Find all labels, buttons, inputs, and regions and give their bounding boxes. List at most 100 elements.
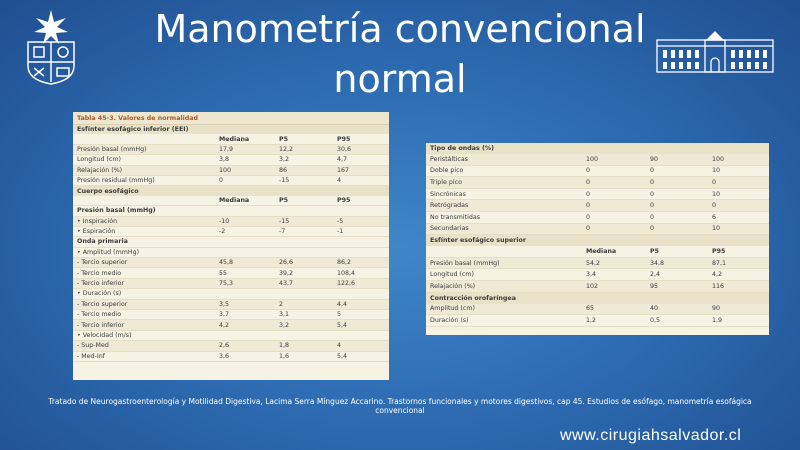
citation-line2: convencional xyxy=(375,406,425,415)
table-row: • Espiración -2 -7 -1 xyxy=(73,227,389,238)
value-cell: 95 xyxy=(650,282,659,290)
value-cell: 0 xyxy=(219,177,224,185)
row-label: - Tercio medio xyxy=(77,269,122,277)
amplitud-label: • Amplitud (mmHg) xyxy=(77,248,140,256)
value-cell: -5 xyxy=(337,217,344,225)
row-label: Duración (s) xyxy=(430,316,469,324)
value-cell: 167 xyxy=(337,166,350,174)
duracion-rows: - Tercio superior 3,5 2 4,4 - Tercio medio 3,… xyxy=(73,299,389,331)
value-cell: -1 xyxy=(337,228,344,236)
value-cell: 0 xyxy=(586,190,591,198)
value-cell: 55 xyxy=(219,269,228,277)
table-row: • Inspiración -10 -15 -5 xyxy=(73,216,389,227)
value-cell: 17,9 xyxy=(219,145,234,153)
table-row: Retrógradas 0 0 0 xyxy=(426,200,769,212)
row-label: - Sup-Med xyxy=(77,342,109,350)
row-label: - Tercio superior xyxy=(77,259,128,267)
row-label: Peristálticas xyxy=(430,155,468,163)
value-cell: 45,8 xyxy=(219,259,234,267)
body-subheader-label: Presión basal (mmHg) xyxy=(77,207,156,215)
table-row: - Tercio medio 3,7 3,1 5 xyxy=(73,310,389,321)
row-label: Presión residual (mmHg) xyxy=(77,177,155,185)
value-cell: 100 xyxy=(712,155,725,163)
header-cell: P95 xyxy=(337,135,351,143)
duracion-label-row: • Duración (s) xyxy=(73,289,389,300)
value-cell: 2,4 xyxy=(650,271,661,279)
table-row: - Tercio superior 45,8 26,6 86,2 xyxy=(73,258,389,269)
website-url: www.cirugiahsalvador.cl xyxy=(560,427,742,444)
value-cell: 2,6 xyxy=(219,342,230,350)
amplitud-label-row: • Amplitud (mmHg) xyxy=(73,248,389,259)
value-cell: 3,4 xyxy=(586,271,597,279)
value-cell: 4,4 xyxy=(337,300,348,308)
university-crest-logo xyxy=(27,10,75,85)
value-cell: 75,3 xyxy=(219,280,234,288)
value-cell: 4,2 xyxy=(712,271,723,279)
value-cell: 4 xyxy=(337,342,342,350)
value-cell: 39,2 xyxy=(279,269,294,277)
value-cell: 34,8 xyxy=(650,259,665,267)
value-cell: 43,7 xyxy=(279,280,294,288)
value-cell: 10 xyxy=(712,225,721,233)
value-cell: 0 xyxy=(586,178,591,186)
value-cell: 122,6 xyxy=(337,280,356,288)
row-label: Retrógradas xyxy=(430,202,469,210)
value-cell: 5,4 xyxy=(337,352,348,360)
header-cell: Mediana xyxy=(219,196,250,204)
table-row: - Tercio inferior 75,3 43,7 122,6 xyxy=(73,278,389,290)
body-rows: • Inspiración -10 -15 -5 • Espiración -2 -7 -1 xyxy=(73,216,389,238)
row-label: Triple pico xyxy=(430,178,462,186)
ondas-rows: Peristálticas 100 90 100 Doble pico 0 0 10 Tripl… xyxy=(426,154,769,236)
value-cell: 100 xyxy=(586,155,599,163)
row-label: - Tercio inferior xyxy=(77,280,125,288)
table-row: Doble pico 0 0 10 xyxy=(426,166,769,178)
section-ondas: Tipo de ondas (%) xyxy=(426,143,769,154)
normal-values-table-2: Tipo de ondas (%) Peristálticas 100 90 100 D… xyxy=(426,143,769,335)
row-label: Presión basal (mmHg) xyxy=(430,259,500,267)
table-row: - Tercio inferior 4,2 3,2 5,4 xyxy=(73,320,389,331)
row-label: - Med-Inf xyxy=(77,352,105,360)
table-header-row: Mediana P5 P95 xyxy=(73,134,389,145)
row-label: • Inspiración xyxy=(77,217,118,225)
value-cell: 4,7 xyxy=(337,156,348,164)
table-row: Amplitud (cm) 65 40 90 xyxy=(426,303,769,316)
eei-rows: Presión basal (mmHg) 17,9 12,2 30,6 Longitud… xyxy=(73,144,389,187)
row-label: Sincrónicas xyxy=(430,190,466,198)
header-cell: P5 xyxy=(650,247,659,255)
value-cell: 0 xyxy=(586,213,591,221)
row-label: Doble pico xyxy=(430,167,464,175)
table-row: - Sup-Med 2,6 1,8 4 xyxy=(73,341,389,352)
header-cell: Mediana xyxy=(586,247,617,255)
header-cell: P95 xyxy=(337,196,351,204)
value-cell: 0 xyxy=(712,178,717,186)
table-row: Duración (s) 1,2 0,5 1,9 xyxy=(426,315,769,327)
value-cell: 0 xyxy=(586,225,591,233)
value-cell: 1,8 xyxy=(279,342,290,350)
value-cell: 2 xyxy=(279,300,284,308)
value-cell: 116 xyxy=(712,282,725,290)
table-caption: Tabla 45-3. Valores de normalidad xyxy=(73,112,389,125)
value-cell: 3,6 xyxy=(219,352,230,360)
value-cell: 12,2 xyxy=(279,145,294,153)
row-label: Longitud (cm) xyxy=(77,156,121,164)
value-cell: 54,2 xyxy=(586,259,601,267)
header-cell: Mediana xyxy=(219,135,250,143)
row-label: • Espiración xyxy=(77,228,116,236)
row-label: - Tercio medio xyxy=(77,311,122,319)
value-cell: 108,4 xyxy=(337,269,356,277)
header-cell: P95 xyxy=(712,247,726,255)
row-label: Relajación (%) xyxy=(430,282,476,290)
value-cell: 10 xyxy=(712,167,721,175)
table-header-row: Mediana P5 P95 xyxy=(426,246,769,258)
citation: Tratado de Neurogastroenterología y Moti… xyxy=(40,397,760,415)
row-label: No transmitidas xyxy=(430,213,480,221)
velocidad-label-row: • Velocidad (m/s) xyxy=(73,331,389,342)
row-label: - Tercio superior xyxy=(77,300,128,308)
amplitud-rows: - Tercio superior 45,8 26,6 86,2- Tercio me… xyxy=(73,258,389,290)
ees-rows: Presión basal (mmHg) 54,2 34,8 87,1 Longitud… xyxy=(426,257,769,293)
body-subheader: Presión basal (mmHg) xyxy=(73,206,389,217)
slide-title-line2: normal xyxy=(333,57,467,101)
value-cell: 0 xyxy=(650,213,655,221)
value-cell: 102 xyxy=(586,282,599,290)
table-row: Presión basal (mmHg) 54,2 34,8 87,1 xyxy=(426,257,769,270)
